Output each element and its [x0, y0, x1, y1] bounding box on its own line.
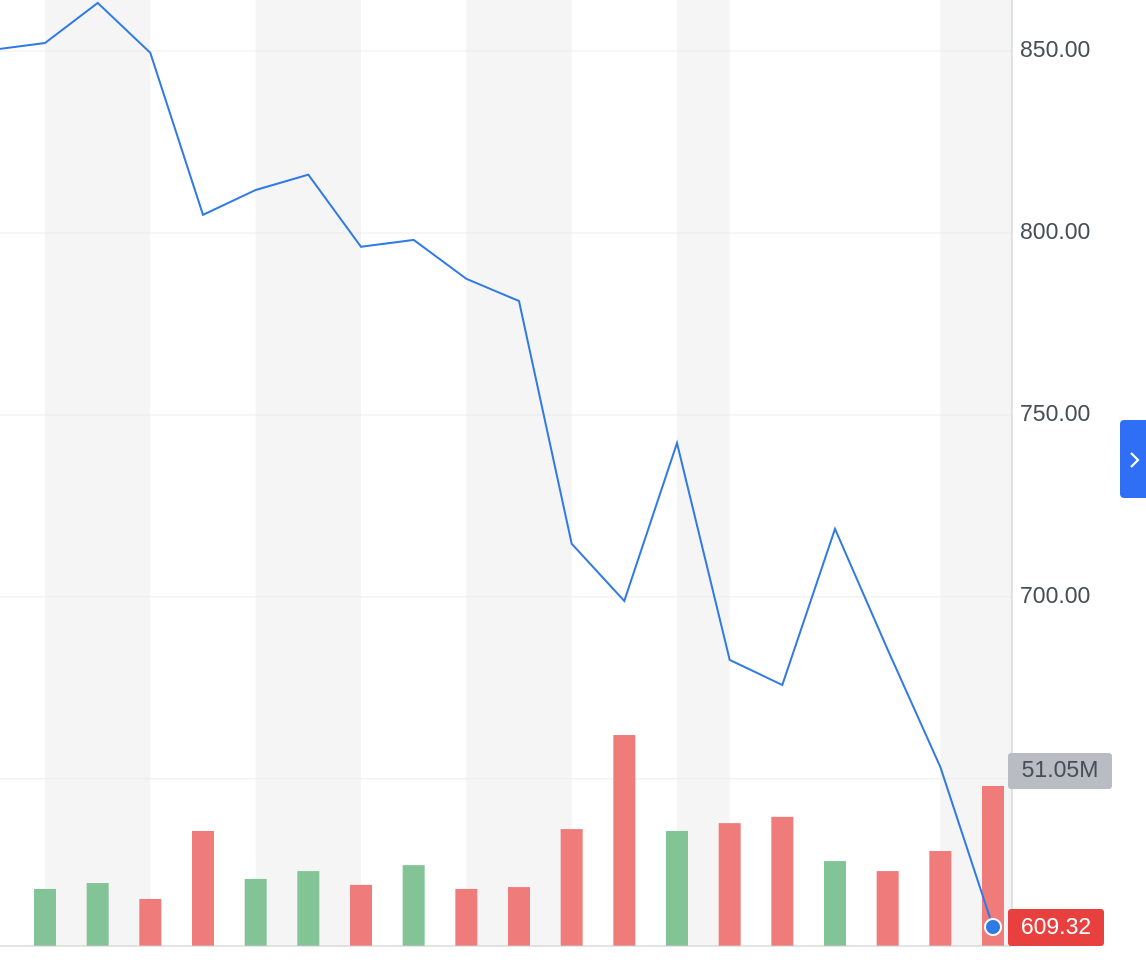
volume-bar	[666, 830, 688, 946]
y-tick-label: 850.00	[1020, 36, 1090, 62]
x-tick-label: 2	[934, 965, 947, 970]
volume-bar	[244, 878, 267, 946]
volume-bar	[350, 884, 372, 946]
y-tick-label: 800.00	[1020, 218, 1090, 244]
last-point	[984, 917, 1002, 936]
y-tick-label: 700.00	[1020, 582, 1090, 608]
volume-bar	[560, 829, 583, 946]
expand-button[interactable]	[1120, 420, 1146, 498]
x-tick-label: 16	[348, 965, 374, 970]
x-tick-label: 9	[144, 965, 157, 970]
volume-bar	[613, 735, 636, 946]
chevron-icon[interactable]	[1130, 452, 1140, 468]
background-band	[45, 0, 151, 946]
volume-bar	[86, 882, 109, 946]
background-band	[255, 0, 361, 946]
background-band	[677, 0, 730, 946]
volume-label-bg	[1008, 752, 1112, 789]
volume-bar	[455, 888, 478, 946]
volume-bar	[771, 816, 794, 946]
volume-bar	[34, 888, 56, 946]
background-band	[466, 0, 572, 946]
x-tick-label: 22	[559, 965, 585, 970]
volume-bar	[297, 871, 320, 946]
expand-button-bg[interactable]	[1120, 420, 1146, 498]
x-tick-label: 24	[664, 965, 690, 970]
volume-bar	[402, 865, 425, 946]
y-tick-label: 750.00	[1020, 400, 1090, 426]
volume-bar	[192, 830, 214, 946]
volume-bar	[929, 851, 952, 946]
x-tick-label: 18	[454, 965, 480, 970]
volume-bar	[876, 871, 899, 946]
x-tick-label: M	[720, 965, 739, 970]
volume-bar	[982, 785, 1004, 946]
last-price-bg	[1008, 908, 1104, 946]
volume-bar	[824, 861, 846, 946]
price-line	[0, 1, 994, 928]
volume-bar	[718, 823, 741, 946]
x-tick-label: 5	[39, 965, 52, 970]
last-price-label: 609.32	[1021, 913, 1091, 939]
volume-bar	[139, 898, 162, 946]
x-tick-label: 11	[244, 965, 268, 970]
volume-label: 51.05M	[1022, 756, 1099, 782]
volume-bar	[508, 887, 530, 946]
